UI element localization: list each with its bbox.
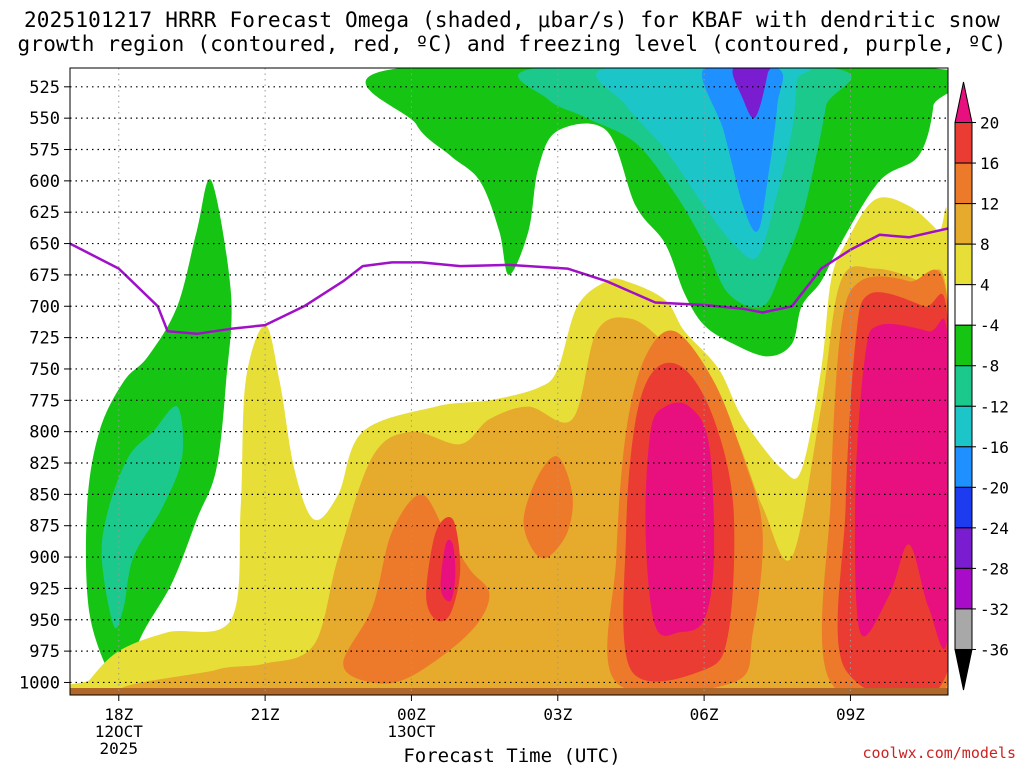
omega-region-sinking-pink-mid [440, 539, 456, 602]
ground-strip [70, 688, 948, 695]
axis-labels: 525 550 575 600 625 650 675 700 725 750 775 800 825 8… [19, 78, 865, 758]
frame-border [69, 67, 949, 696]
freezing-level-line [70, 227, 948, 336]
colorbar-label-1: 16 [980, 154, 999, 173]
colorbar-label-7: -12 [980, 397, 1009, 416]
y-tick-label-775: 775 [29, 391, 60, 411]
shading-layer [70, 68, 948, 695]
colorbar-box-2 [954, 162, 973, 205]
colorbar-label-6: -8 [980, 357, 999, 376]
y-tick-label-1000: 1000 [19, 673, 60, 693]
colorbar-box-7 [954, 365, 973, 407]
colorbar-box-1 [954, 122, 973, 164]
colorbar-box-12 [954, 567, 973, 610]
colorbar-label-11: -28 [980, 559, 1009, 578]
colorbar-label-3: 8 [980, 235, 990, 254]
y-tick-label-550: 550 [29, 109, 60, 129]
y-tick-label-525: 525 [29, 78, 60, 98]
y-tick-label-675: 675 [29, 266, 60, 286]
omega-region-rising-darkblue-top [702, 68, 784, 232]
colorbar-box-6 [954, 324, 973, 367]
y-tick-label-725: 725 [29, 329, 60, 349]
colorbar-box-5 [954, 284, 973, 326]
colorbar-bottom-arrow [954, 648, 973, 691]
y-tick-label-600: 600 [29, 172, 60, 192]
y-tick-label-975: 975 [29, 642, 60, 662]
colorbar-box-10 [954, 486, 973, 529]
y-tick-label-800: 800 [29, 423, 60, 443]
x-tick-date-18Z: 12OCT [95, 722, 144, 741]
omega-region-sinking-darkorange-main [343, 494, 490, 684]
y-tick-label-650: 650 [29, 235, 60, 255]
y-tick-label-625: 625 [29, 203, 60, 223]
colorbar-label-0: 20 [980, 114, 999, 133]
y-tick-label-750: 750 [29, 360, 60, 380]
x-tick-label-03Z: 03Z [543, 705, 572, 724]
colorbar-label-13: -36 [980, 640, 1009, 659]
x-tick-label-09Z: 09Z [836, 705, 865, 724]
colorbar-box-8 [954, 405, 973, 448]
omega-region-sinking-pink-10 [854, 318, 948, 650]
omega-region-sinking-pink-05 [645, 402, 715, 636]
omega-region-sinking-orange-0530 [523, 456, 573, 559]
colorbar-label-10: -24 [980, 519, 1009, 538]
x-tick-label-21Z: 21Z [251, 705, 280, 724]
omega-region-rising-teal-left [101, 406, 184, 629]
x-tick-label-18Z: 18Z [104, 705, 133, 724]
chart-title-line-1: 2025101217 HRRR Forecast Omega (shaded, … [23, 8, 1001, 32]
colorbar-box-11 [954, 527, 973, 569]
x-axis-title: Forecast Time (UTC) [403, 745, 621, 767]
y-tick-label-950: 950 [29, 611, 60, 631]
colorbar-box-4 [954, 243, 973, 286]
colorbar-label-2: 12 [980, 195, 999, 214]
site-credit: coolwx.com/models [862, 744, 1016, 762]
x-tick-date-00Z: 13OCT [387, 722, 436, 741]
y-tick-label-900: 900 [29, 548, 60, 568]
colorbar-label-4: 4 [980, 276, 990, 295]
colorbar-box-9 [954, 446, 973, 488]
y-tick-label-825: 825 [29, 454, 60, 474]
colorbar-box-13 [954, 608, 973, 650]
plot-area [70, 68, 948, 695]
y-tick-label-850: 850 [29, 485, 60, 505]
colorbar: 20 16 12 8 4 -4 -8 -12 -16 -20 -24 -28 -32 -36 [954, 81, 1009, 691]
y-tick-label-925: 925 [29, 579, 60, 599]
y-tick-label-700: 700 [29, 297, 60, 317]
colorbar-label-5: -4 [980, 316, 999, 335]
x-tick-year-18Z: 2025 [100, 739, 139, 758]
x-tick-label-00Z: 00Z [397, 705, 426, 724]
colorbar-label-9: -20 [980, 478, 1009, 497]
plot-frame [69, 67, 949, 696]
x-tick-label-06Z: 06Z [690, 705, 719, 724]
omega-region-rising-purple-top [732, 68, 771, 119]
y-tick-label-875: 875 [29, 517, 60, 537]
y-tick-label-575: 575 [29, 141, 60, 161]
colorbar-box-3 [954, 203, 973, 245]
colorbar-label-8: -16 [980, 438, 1009, 457]
colorbar-top-arrow [954, 81, 973, 124]
colorbar-label-12: -32 [980, 600, 1009, 619]
chart-title-line-2: growth region (contoured, red, ºC) and f… [17, 32, 1007, 56]
grid-lines [70, 68, 948, 695]
